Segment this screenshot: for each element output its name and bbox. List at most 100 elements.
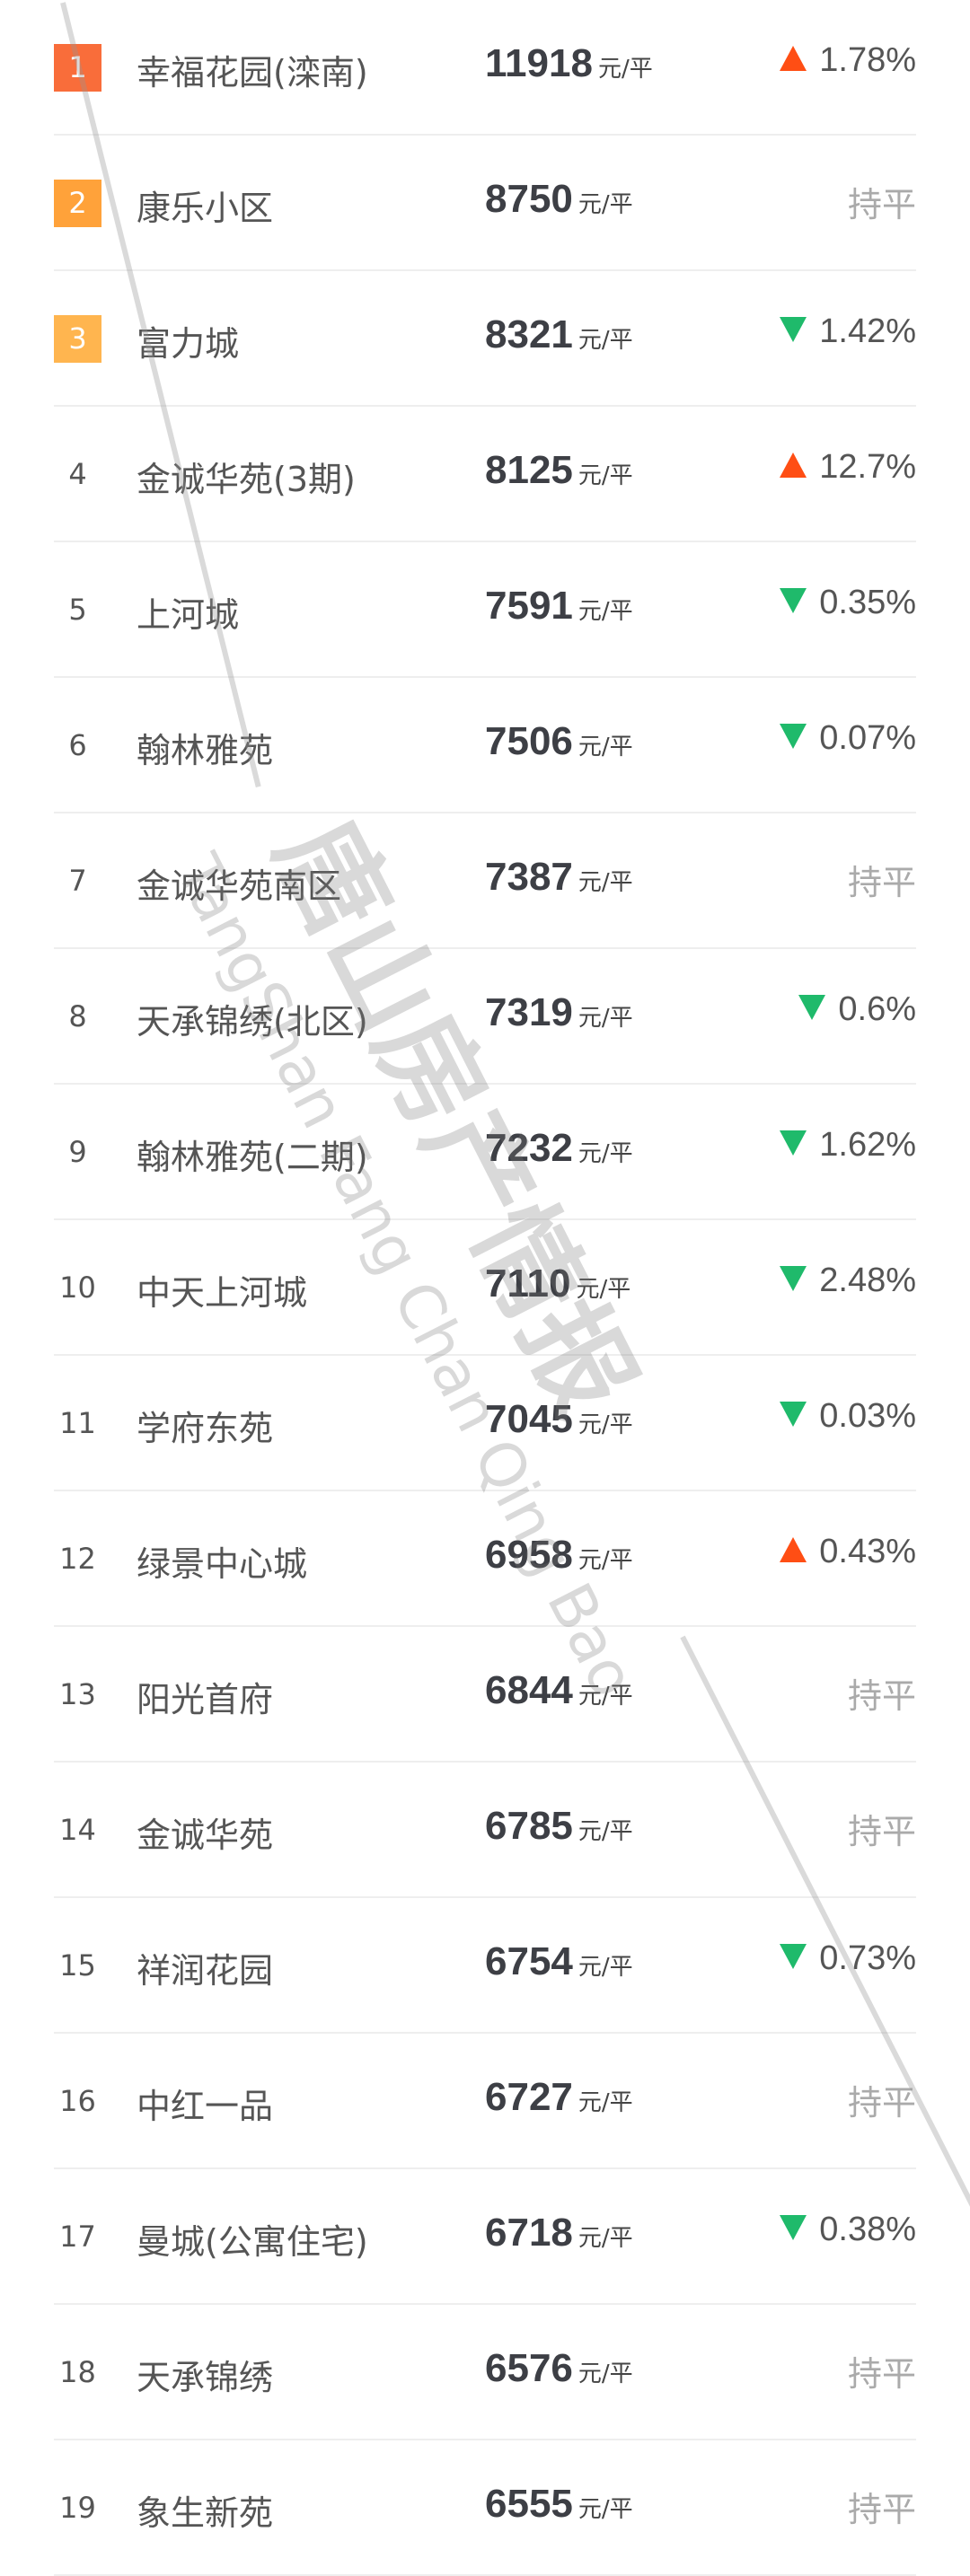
change-value: 0.43% bbox=[780, 1533, 916, 1571]
change-flat: 持平 bbox=[847, 2085, 916, 2123]
arrow-up-icon bbox=[780, 452, 807, 478]
rank-badge: 17 bbox=[59, 2220, 96, 2254]
price-value: 8125 bbox=[485, 448, 573, 492]
arrow-down-icon bbox=[780, 587, 807, 613]
change-percent: 12.7% bbox=[819, 448, 916, 486]
change-value: 0.07% bbox=[780, 719, 916, 758]
arrow-down-icon bbox=[780, 723, 807, 749]
change-value: 0.6% bbox=[798, 990, 916, 1029]
rank-badge: 10 bbox=[59, 1270, 96, 1305]
price-unit: 元/平 bbox=[578, 1818, 633, 1845]
list-item[interactable]: 7 金诚华苑南区 7387 元/平 持平 bbox=[54, 813, 916, 949]
change-value: 0.03% bbox=[780, 1397, 916, 1436]
community-name: 翰林雅苑(二期) bbox=[137, 1138, 368, 1177]
rank-badge: 18 bbox=[59, 2355, 96, 2389]
price-value: 7506 bbox=[485, 719, 573, 763]
change-percent: 1.78% bbox=[819, 41, 916, 79]
price-value: 11918 bbox=[485, 41, 593, 85]
list-item[interactable]: 13 阳光首府 6844 元/平 持平 bbox=[54, 1627, 916, 1763]
list-item[interactable]: 8 天承锦绣(北区) 7319 元/平 0.6% bbox=[54, 949, 916, 1085]
price: 6555 元/平 bbox=[485, 2482, 633, 2527]
list-item[interactable]: 9 翰林雅苑(二期) 7232 元/平 1.62% bbox=[54, 1085, 916, 1220]
price-value: 8750 bbox=[485, 177, 573, 221]
price-unit: 元/平 bbox=[578, 1140, 633, 1167]
price: 7110 元/平 bbox=[485, 1262, 630, 1306]
change-value: 1.78% bbox=[780, 41, 916, 80]
price-value: 7387 bbox=[485, 855, 573, 899]
price: 6785 元/平 bbox=[485, 1804, 633, 1849]
price-unit: 元/平 bbox=[578, 2225, 633, 2252]
change-value: 2.48% bbox=[780, 1262, 916, 1300]
community-name: 上河城 bbox=[137, 595, 240, 635]
rank-badge: 2 bbox=[54, 180, 101, 227]
list-item[interactable]: 5 上河城 7591 元/平 0.35% bbox=[54, 542, 916, 678]
arrow-up-icon bbox=[780, 45, 807, 71]
price-ranking-list: 1 幸福花园(滦南) 11918 元/平 1.78% 2 康乐小区 8750 元/平… bbox=[54, 0, 916, 2576]
list-item[interactable]: 4 金诚华苑(3期) 8125 元/平 12.7% bbox=[54, 407, 916, 542]
change-percent: 0.73% bbox=[819, 1939, 916, 1977]
price-value: 8321 bbox=[485, 312, 573, 356]
price-value: 6754 bbox=[485, 1939, 573, 1983]
rank-badge: 5 bbox=[68, 593, 87, 627]
price: 7506 元/平 bbox=[485, 719, 633, 764]
change-flat: 持平 bbox=[847, 187, 916, 224]
list-item[interactable]: 6 翰林雅苑 7506 元/平 0.07% bbox=[54, 678, 916, 813]
price-value: 6844 bbox=[485, 1668, 573, 1712]
rank-badge: 9 bbox=[68, 1135, 87, 1169]
change-percent: 0.07% bbox=[819, 719, 916, 757]
price-value: 7232 bbox=[485, 1126, 573, 1170]
change-percent: 0.03% bbox=[819, 1397, 916, 1435]
rank-badge: 15 bbox=[59, 1948, 96, 1983]
community-name: 中天上河城 bbox=[137, 1273, 308, 1313]
price-value: 6958 bbox=[485, 1533, 573, 1577]
rank-badge: 19 bbox=[59, 2491, 96, 2525]
price: 6844 元/平 bbox=[485, 1668, 633, 1713]
price-unit: 元/平 bbox=[578, 598, 633, 625]
price-value: 7591 bbox=[485, 584, 573, 628]
list-item[interactable]: 2 康乐小区 8750 元/平 持平 bbox=[54, 136, 916, 271]
rank-badge: 16 bbox=[59, 2084, 96, 2118]
price: 7387 元/平 bbox=[485, 855, 633, 900]
list-item[interactable]: 17 曼城(公寓住宅) 6718 元/平 0.38% bbox=[54, 2169, 916, 2305]
list-item[interactable]: 11 学府东苑 7045 元/平 0.03% bbox=[54, 1356, 916, 1491]
list-item[interactable]: 12 绿景中心城 6958 元/平 0.43% bbox=[54, 1491, 916, 1627]
arrow-down-icon bbox=[780, 1943, 807, 1969]
change-percent: 2.48% bbox=[819, 1262, 916, 1299]
price-value: 6576 bbox=[485, 2346, 573, 2390]
list-item[interactable]: 3 富力城 8321 元/平 1.42% bbox=[54, 271, 916, 407]
community-name: 幸福花园(滦南) bbox=[137, 53, 368, 92]
price: 8321 元/平 bbox=[485, 312, 633, 357]
price: 8750 元/平 bbox=[485, 177, 633, 222]
community-name: 天承锦绣 bbox=[137, 2358, 274, 2397]
change-value: 1.62% bbox=[780, 1126, 916, 1165]
community-name: 金诚华苑南区 bbox=[137, 866, 342, 906]
rank-badge: 4 bbox=[68, 457, 87, 491]
price: 6576 元/平 bbox=[485, 2346, 633, 2391]
price-unit: 元/平 bbox=[578, 2496, 633, 2523]
arrow-down-icon bbox=[780, 1130, 807, 1156]
price-unit: 元/平 bbox=[578, 1411, 633, 1438]
list-item[interactable]: 14 金诚华苑 6785 元/平 持平 bbox=[54, 1763, 916, 1898]
change-value: 0.35% bbox=[780, 584, 916, 622]
list-item[interactable]: 1 幸福花园(滦南) 11918 元/平 1.78% bbox=[54, 0, 916, 136]
community-name: 金诚华苑 bbox=[137, 1816, 274, 1855]
price-unit: 元/平 bbox=[578, 1005, 633, 1032]
price: 7045 元/平 bbox=[485, 1397, 633, 1442]
rank-badge: 7 bbox=[68, 864, 87, 898]
change-percent: 1.62% bbox=[819, 1126, 916, 1164]
list-item[interactable]: 18 天承锦绣 6576 元/平 持平 bbox=[54, 2305, 916, 2440]
list-item[interactable]: 10 中天上河城 7110 元/平 2.48% bbox=[54, 1220, 916, 1356]
price-value: 7110 bbox=[485, 1262, 571, 1306]
community-name: 金诚华苑(3期) bbox=[137, 460, 356, 499]
list-item[interactable]: 15 祥润花园 6754 元/平 0.73% bbox=[54, 1898, 916, 2034]
price-value: 6718 bbox=[485, 2211, 573, 2255]
change-value: 1.42% bbox=[780, 312, 916, 351]
list-item[interactable]: 16 中红一品 6727 元/平 持平 bbox=[54, 2034, 916, 2169]
community-name: 象生新苑 bbox=[137, 2493, 274, 2533]
arrow-down-icon bbox=[780, 1265, 807, 1291]
list-item[interactable]: 19 象生新苑 6555 元/平 持平 bbox=[54, 2440, 916, 2576]
arrow-down-icon bbox=[780, 316, 807, 342]
change-percent: 1.42% bbox=[819, 312, 916, 350]
rank-badge: 8 bbox=[68, 999, 87, 1033]
rank-badge: 3 bbox=[54, 315, 101, 363]
